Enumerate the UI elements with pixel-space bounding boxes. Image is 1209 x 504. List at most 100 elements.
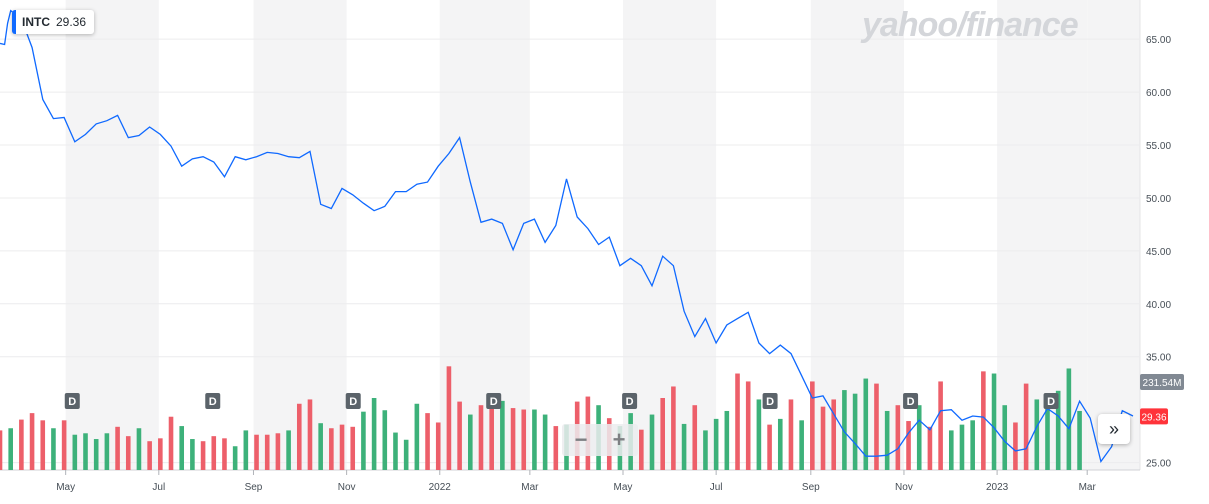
dividend-marker-box bbox=[1043, 393, 1059, 409]
volume-bar bbox=[115, 426, 120, 470]
volume-bar bbox=[1023, 383, 1029, 470]
x-tick-label: May bbox=[56, 482, 75, 493]
volume-bar bbox=[211, 436, 217, 470]
volume-bar bbox=[489, 400, 494, 470]
volume-bar bbox=[19, 419, 24, 470]
volume-bar bbox=[296, 403, 302, 470]
y-tick-label: 50.00 bbox=[1146, 194, 1171, 205]
volume-bar bbox=[948, 430, 954, 470]
volume-bar bbox=[842, 390, 847, 470]
volume-bar bbox=[649, 414, 655, 470]
dividend-marker-box bbox=[903, 393, 919, 409]
y-tick-label: 55.00 bbox=[1146, 141, 1171, 152]
volume-bar bbox=[895, 405, 901, 470]
x-tick-label: Nov bbox=[338, 482, 356, 493]
volume-bar bbox=[1077, 410, 1082, 470]
y-tick-label: 45.00 bbox=[1146, 247, 1171, 258]
x-tick-label: Jul bbox=[152, 482, 165, 493]
volume-bar bbox=[446, 366, 452, 470]
volume-bar bbox=[799, 420, 804, 470]
volume-bar bbox=[254, 434, 259, 470]
volume-bar bbox=[125, 436, 131, 470]
zoom-in-button[interactable]: + bbox=[612, 427, 626, 452]
ticker-legend[interactable]: INTC 29.36 bbox=[12, 10, 95, 34]
dividend-marker-box bbox=[205, 393, 221, 409]
dividend-marker[interactable]: D bbox=[1043, 393, 1059, 409]
volume-bar bbox=[553, 426, 559, 470]
volume-bar bbox=[1002, 405, 1008, 470]
volume-bar bbox=[959, 424, 965, 470]
volume-bar bbox=[61, 420, 67, 470]
dividend-marker-label: D bbox=[1047, 396, 1055, 408]
dividend-marker[interactable]: D bbox=[903, 393, 919, 409]
volume-bar bbox=[970, 420, 975, 470]
y-tick-label: 40.00 bbox=[1146, 300, 1171, 311]
volume-bar bbox=[1066, 368, 1072, 470]
volume-bar bbox=[264, 434, 270, 470]
dividend-marker[interactable]: D bbox=[205, 393, 221, 409]
volume-bar bbox=[906, 421, 911, 470]
month-band bbox=[810, 0, 904, 470]
dividend-marker[interactable]: D bbox=[762, 393, 778, 409]
series-color-bar bbox=[12, 10, 16, 34]
dividend-marker[interactable]: D bbox=[345, 393, 361, 409]
volume-bar bbox=[307, 399, 313, 470]
volume-bar bbox=[93, 439, 99, 470]
dividend-marker-label: D bbox=[626, 396, 634, 408]
volume-bar bbox=[927, 426, 933, 470]
volume-bar bbox=[40, 420, 46, 470]
scroll-to-latest-button[interactable]: » bbox=[1098, 414, 1130, 444]
volume-bar bbox=[681, 423, 687, 470]
dividend-marker[interactable]: D bbox=[486, 393, 502, 409]
volume-bar bbox=[532, 409, 537, 470]
ticker-symbol: INTC bbox=[22, 15, 50, 29]
last-price-tag-label: 29.36 bbox=[1141, 412, 1166, 423]
month-band bbox=[997, 0, 1088, 470]
month-band bbox=[65, 0, 159, 470]
volume-bar bbox=[478, 405, 484, 470]
volume-bar bbox=[831, 399, 837, 470]
zoom-out-button[interactable]: − bbox=[574, 427, 588, 452]
x-tick-label: Mar bbox=[521, 482, 539, 493]
dividend-marker-box bbox=[64, 393, 80, 409]
dividend-marker-box bbox=[486, 393, 502, 409]
volume-bar bbox=[1055, 390, 1061, 470]
volume-bar bbox=[788, 399, 794, 470]
volume-bar bbox=[671, 386, 676, 470]
dividend-marker-label: D bbox=[209, 396, 217, 408]
dividend-marker[interactable]: D bbox=[622, 393, 638, 409]
x-axis: May Jul Sep Nov 2022 Mar May Jul Sep Nov 2023 Mar bbox=[56, 470, 1096, 493]
volume-bar bbox=[810, 381, 815, 470]
volume-bar bbox=[874, 383, 879, 470]
zoom-controls: − + bbox=[562, 424, 638, 456]
month-band bbox=[1087, 0, 1140, 470]
volume-bar bbox=[179, 426, 185, 470]
month-band bbox=[439, 0, 530, 470]
volume-bar bbox=[425, 413, 430, 470]
volume-bar bbox=[1045, 396, 1050, 470]
volume-bar bbox=[318, 423, 323, 470]
volume-bar bbox=[371, 398, 377, 470]
month-band bbox=[622, 0, 717, 470]
x-tick-label: Sep bbox=[245, 482, 263, 493]
volume-tag-label: 231.54M bbox=[1143, 378, 1182, 389]
volume-bar bbox=[521, 409, 527, 470]
volume-bar bbox=[735, 373, 740, 470]
volume-bar bbox=[414, 403, 420, 470]
volume-bar bbox=[350, 426, 356, 470]
x-tick-label: May bbox=[614, 482, 633, 493]
volume-bar bbox=[852, 393, 858, 470]
volume-bar bbox=[232, 446, 238, 470]
volume-bar bbox=[884, 410, 890, 470]
dividend-marker-label: D bbox=[349, 396, 357, 408]
y-tick-label: 65.00 bbox=[1146, 35, 1171, 46]
dividend-marker[interactable]: D bbox=[64, 393, 80, 409]
x-tick-label: Mar bbox=[1079, 482, 1097, 493]
volume-bar bbox=[8, 428, 13, 470]
volume-bar bbox=[361, 411, 366, 470]
dividend-marker-box bbox=[762, 393, 778, 409]
volume-bar bbox=[200, 441, 206, 470]
x-tick-label: 2022 bbox=[429, 482, 452, 493]
volume-bar bbox=[136, 428, 142, 470]
